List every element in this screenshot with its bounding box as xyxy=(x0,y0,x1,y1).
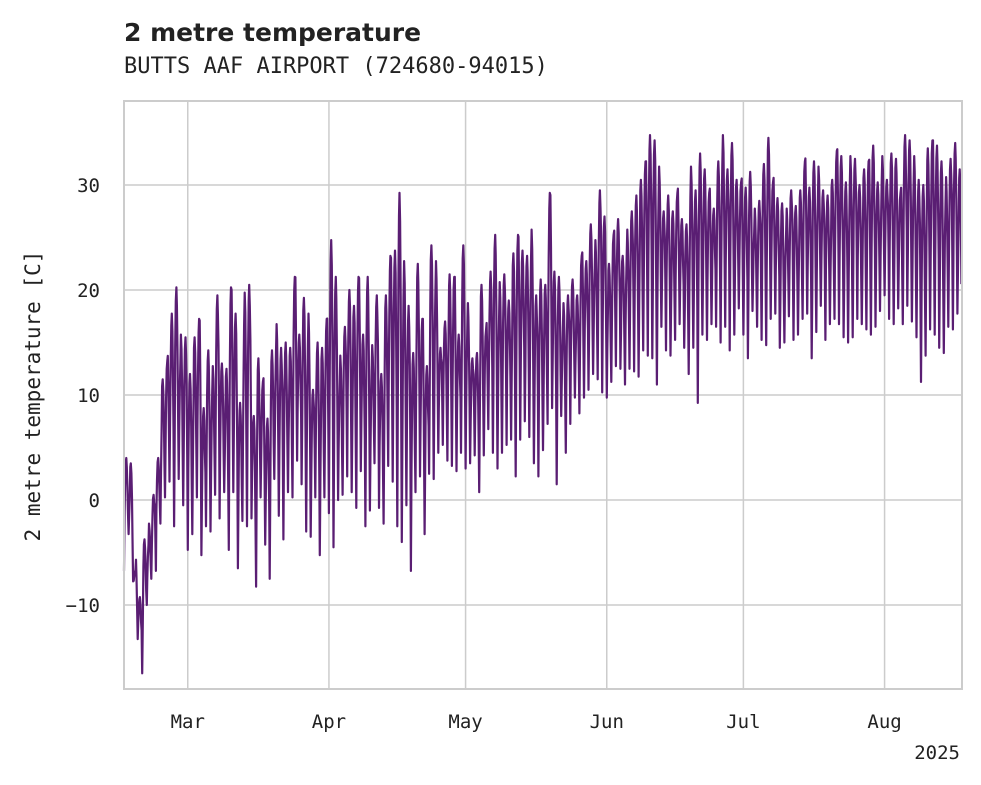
plot-frame xyxy=(123,100,963,690)
x-tick-label: Aug xyxy=(867,711,901,733)
x-tick-label: Mar xyxy=(171,711,205,733)
x-tick-label: May xyxy=(448,711,482,733)
y-axis-ticks: −10 0 10 20 30 xyxy=(66,175,100,617)
y-tick-label: 30 xyxy=(77,175,100,197)
series-layer xyxy=(122,134,963,675)
x-tick-label: Apr xyxy=(312,711,346,733)
year-label: 2025 xyxy=(914,742,960,764)
x-tick-label: Jun xyxy=(590,711,624,733)
chart-title: 2 metre temperature xyxy=(124,18,421,47)
x-tick-label: Jul xyxy=(726,711,760,733)
y-tick-label: 10 xyxy=(77,385,100,407)
y-tick-label: 0 xyxy=(89,490,100,512)
y-axis-title: 2 metre temperature [C] xyxy=(21,251,45,542)
chart-subtitle: BUTTS AAF AIRPORT (724680-94015) xyxy=(124,54,548,79)
x-axis-ticks: Mar Apr May Jun Jul Aug xyxy=(171,711,902,733)
y-tick-label: 20 xyxy=(77,280,100,302)
y-tick-label: −10 xyxy=(66,595,100,617)
temperature-series-line xyxy=(122,134,963,675)
